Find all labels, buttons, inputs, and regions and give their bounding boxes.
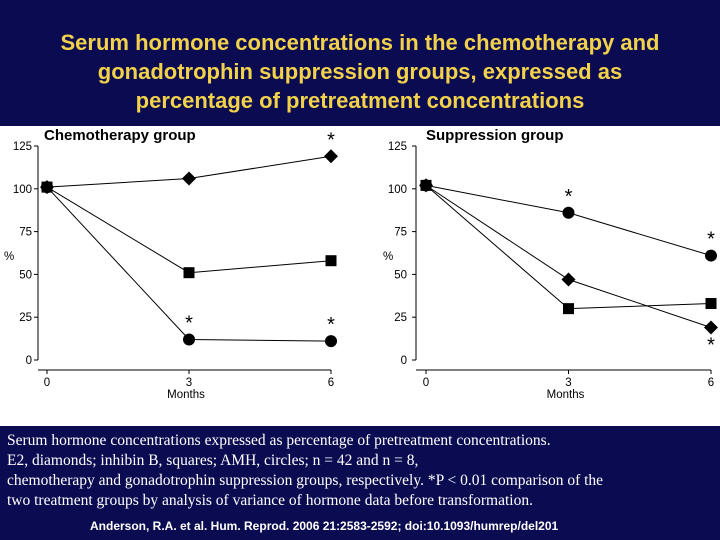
y-tick-label: 125 [388, 141, 407, 153]
point-circle [705, 249, 717, 262]
significance-asterisk: * [185, 312, 193, 334]
point-square [563, 303, 574, 315]
figure-caption: Serum hormone concentrations expressed a… [7, 431, 713, 511]
title-line-1: Serum hormone concentrations in the chem… [60, 30, 660, 55]
x-tick-label: 0 [44, 377, 50, 389]
x-tick-label: 3 [565, 377, 571, 389]
x-tick-label: 6 [328, 377, 334, 389]
point-diamond [704, 320, 718, 335]
y-tick-label: 75 [19, 227, 32, 239]
y-tick-label: 50 [19, 269, 32, 281]
y-axis-label: % [383, 251, 393, 263]
chart-0: Chemotherapy group 0 25 50 75 100 125% 0 3 6 Month… [4, 127, 338, 401]
significance-asterisk: * [707, 334, 715, 356]
y-tick-label: 0 [26, 355, 32, 367]
point-diamond [561, 272, 576, 287]
caption-line-1: Serum hormone concentrations expressed a… [7, 432, 551, 449]
caption-line-3: chemotherapy and gonadotrophin suppressi… [7, 472, 604, 489]
point-diamond [182, 171, 196, 186]
point-square [325, 255, 337, 267]
point-circle [183, 333, 195, 346]
x-tick-label: 6 [708, 377, 714, 389]
chart-title: Suppression group [426, 127, 564, 144]
y-tick-label: 100 [13, 184, 32, 196]
y-axis-label: % [4, 251, 14, 263]
title-line-2: gonadotrophin suppression groups, expres… [97, 59, 623, 84]
y-tick-label: 25 [394, 312, 407, 324]
point-square [183, 267, 195, 279]
significance-asterisk: * [327, 129, 335, 151]
y-tick-label: 0 [401, 355, 407, 367]
charts-svg: Chemotherapy group 0 25 50 75 100 125% 0 3 6 Month… [4, 127, 718, 401]
caption-line-4: two treatment groups by analysis of vari… [7, 492, 533, 509]
point-diamond [324, 149, 338, 164]
y-tick-label: 50 [394, 269, 407, 281]
y-tick-label: 125 [13, 141, 32, 153]
x-axis-label: Months [547, 389, 585, 401]
y-tick-label: 75 [394, 227, 407, 239]
series-line-square [46, 186, 332, 274]
y-tick-label: 25 [19, 312, 32, 324]
citation: Anderson, R.A. et al. Hum. Reprod. 2006 … [90, 519, 559, 533]
significance-asterisk: * [707, 229, 715, 251]
point-circle [562, 206, 575, 219]
point-circle [41, 181, 53, 194]
point-circle [325, 335, 337, 348]
slide-title: Serum hormone concentrations in the chem… [20, 28, 700, 115]
title-line-3: percentage of pretreatment concentration… [135, 88, 585, 113]
significance-asterisk: * [327, 314, 335, 336]
point-circle [420, 179, 432, 192]
chart-title: Chemotherapy group [44, 127, 196, 144]
point-square [705, 298, 717, 310]
significance-asterisk: * [565, 186, 573, 208]
chart-1: Suppression group 0 25 50 75 100 125% 0 3 6 Months… [383, 127, 718, 401]
x-axis-label: Months [167, 389, 205, 401]
x-tick-label: 0 [423, 377, 429, 389]
caption-line-2: E2, diamonds; inhibin B, squares; AMH, c… [7, 452, 419, 469]
y-tick-label: 100 [388, 184, 407, 196]
figure-panel: Chemotherapy group 0 25 50 75 100 125% 0 3 6 Month… [0, 126, 720, 426]
x-tick-label: 3 [186, 377, 192, 389]
